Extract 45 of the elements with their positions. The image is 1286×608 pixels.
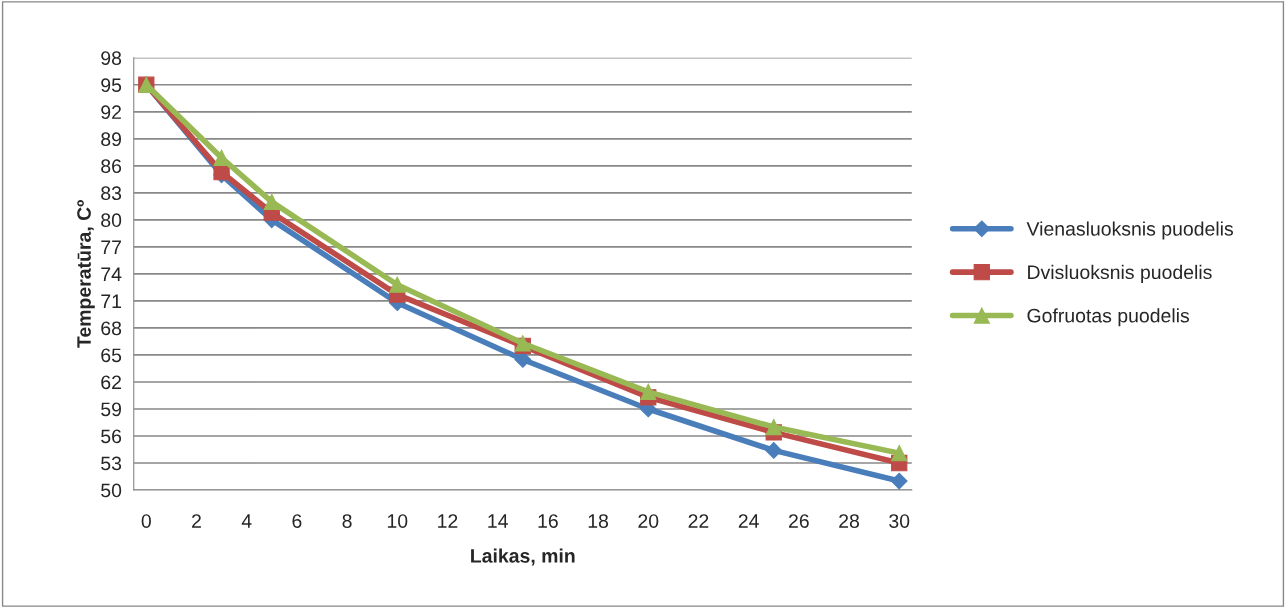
point (891, 444, 908, 462)
x-tick-label: 20 (638, 514, 659, 528)
point (640, 383, 657, 401)
point (890, 472, 908, 490)
x-tick-label: 10 (387, 514, 408, 528)
y-tick-label: 62 (101, 375, 121, 390)
y-tick-label: 71 (101, 294, 121, 308)
point (765, 442, 783, 459)
y-tick-label: 68 (101, 321, 122, 336)
y-tick-label: 95 (101, 78, 122, 93)
y-axis-title: Temperatūra, Cº (77, 200, 95, 348)
y-tick-label: 65 (101, 348, 122, 363)
x-tick-label: 2 (192, 514, 201, 528)
x-tick-label: 16 (538, 514, 558, 528)
x-tick-label: 24 (738, 514, 759, 528)
y-tick-label: 80 (101, 213, 122, 228)
point (765, 418, 782, 436)
x-tick-label: 8 (342, 514, 352, 528)
point (389, 276, 406, 293)
x-tick-label: 12 (438, 514, 458, 528)
y-tick-label: 92 (101, 105, 121, 120)
y-tick-label: 59 (101, 402, 122, 417)
point (263, 193, 280, 211)
x-tick-label: 4 (241, 514, 252, 528)
x-tick-label: 30 (889, 514, 910, 528)
x-axis-title: Laikas, min (471, 548, 575, 566)
y-tick-label: 89 (101, 132, 122, 147)
legend-label: Vienasluoksnis puodelis (1026, 221, 1233, 240)
x-tick-label: 26 (789, 514, 809, 528)
x-tick-label: 6 (292, 514, 302, 528)
y-tick-label: 77 (101, 240, 121, 254)
y-tick-label: 53 (101, 456, 122, 471)
x-tick-label: 0 (141, 514, 151, 528)
y-tick-label: 86 (101, 159, 122, 174)
x-tick-label: 18 (588, 514, 609, 528)
legend-label: Dvisluoksnis puodelis (1028, 264, 1212, 283)
x-tick-label: 22 (688, 514, 709, 528)
x-tick-label: 28 (839, 514, 859, 528)
y-tick-label: 56 (101, 429, 122, 444)
legend-label: Gofruotas puodelis (1027, 308, 1190, 327)
y-tick-label: 74 (101, 267, 122, 281)
y-tick-label: 98 (101, 51, 122, 65)
y-tick-label: 50 (101, 483, 122, 498)
x-tick-label: 14 (488, 514, 508, 528)
y-tick-label: 83 (101, 186, 122, 201)
